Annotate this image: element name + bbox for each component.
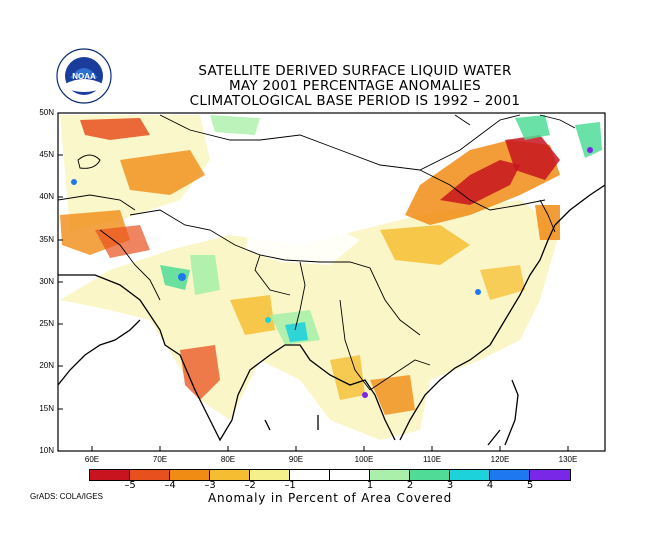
colorbar-title: Anomaly in Percent of Area Covered [207, 491, 453, 505]
lon-label: 110E [422, 455, 442, 464]
colorbar-swatch [410, 470, 450, 480]
country-borders [58, 114, 576, 391]
colorbar-label: –3 [204, 480, 216, 491]
colorbar-swatch [370, 470, 410, 480]
lon-label: 70E [152, 455, 168, 464]
colorbar-swatch [290, 470, 330, 480]
colorbar-swatch [330, 470, 370, 480]
coastlines [58, 184, 605, 446]
colorbar-swatch [530, 470, 570, 480]
lon-label: 80E [220, 455, 236, 464]
map-title-line-3: CLIMATOLOGICAL BASE PERIOD IS 1992 – 200… [189, 93, 521, 109]
map-title-line-1: SATELLITE DERIVED SURFACE LIQUID WATER [198, 63, 512, 79]
lat-label: 40N [39, 192, 54, 201]
colorbar-label: –2 [244, 480, 256, 491]
colorbar-swatch [90, 470, 130, 480]
colorbar-label: 2 [406, 480, 414, 491]
noaa-logo-icon: NOAA [56, 48, 112, 104]
lon-label: 90E [288, 455, 304, 464]
lat-label: 10N [39, 446, 54, 455]
colorbar-label: –5 [124, 480, 136, 491]
lon-label: 120E [490, 455, 510, 464]
colorbar-swatch [250, 470, 290, 480]
colorbar-swatch [170, 470, 210, 480]
axis-ticks [58, 112, 569, 452]
colorbar [89, 469, 571, 481]
colorbar-label: –4 [164, 480, 176, 491]
lat-label: 30N [39, 277, 54, 286]
colorbar-label: 3 [446, 480, 454, 491]
colorbar-label: –1 [284, 480, 296, 491]
colorbar-label: 5 [526, 480, 534, 491]
colorbar-swatch [490, 470, 530, 480]
colorbar-swatch [210, 470, 250, 480]
colorbar-label: 4 [486, 480, 494, 491]
lon-label: 130E [558, 455, 578, 464]
colorbar-label: 1 [366, 480, 374, 491]
lat-label: 35N [39, 235, 54, 244]
logo-text: NOAA [72, 72, 96, 81]
map-title-line-2: MAY 2001 PERCENTAGE ANOMALIES [228, 78, 482, 94]
credit-text: GrADS: COLA/IGES [30, 492, 103, 501]
lon-label: 100E [354, 455, 374, 464]
lon-label: 60E [84, 455, 100, 464]
colorbar-swatch [450, 470, 490, 480]
lat-label: 20N [39, 361, 54, 370]
anomaly-field [58, 113, 605, 451]
lat-label: 50N [39, 108, 54, 117]
lat-label: 25N [39, 319, 54, 328]
colorbar-swatch [130, 470, 170, 480]
lat-label: 15N [39, 404, 54, 413]
lat-label: 45N [39, 150, 54, 159]
